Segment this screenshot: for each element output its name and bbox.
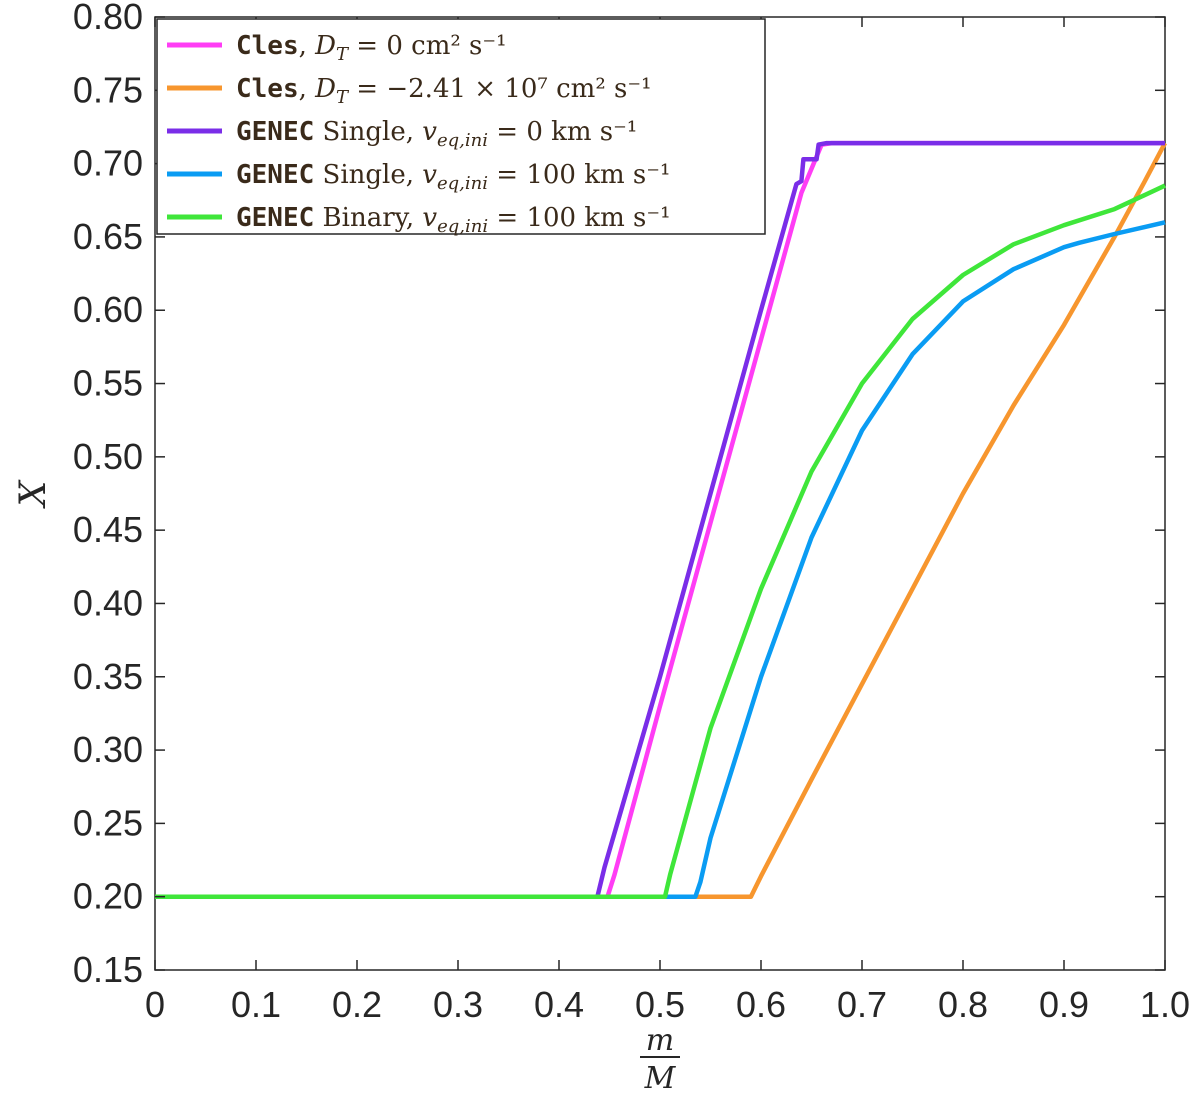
legend-entry-2: Cles, DT = −2.41 × 10⁷ cm² s⁻¹ [167, 74, 652, 108]
legend-label-sub: eq,ini [437, 216, 488, 237]
y-tick-label: 0.35 [73, 656, 143, 697]
legend-label-rest: = 0 km s⁻¹ [488, 117, 637, 147]
legend-label-rest: = 0 cm² s⁻¹ [348, 31, 507, 61]
y-axis-label: X [13, 479, 54, 509]
legend-label: GENEC Single, veq,ini = 0 km s⁻¹ [236, 117, 637, 151]
legend-label-prog: GENEC [236, 160, 314, 190]
x-tick-label: 0.7 [837, 984, 887, 1025]
x-tick-label: 0.2 [332, 984, 382, 1025]
legend-label-rest: = 100 km s⁻¹ [488, 160, 670, 190]
y-tick-label: 0.50 [73, 436, 143, 477]
x-axis-label-numerator: m [646, 1023, 674, 1058]
legend-label-sep: Single, [314, 117, 422, 147]
x-tick-label: 0.8 [938, 984, 988, 1025]
x-tick-label: 1.0 [1140, 984, 1190, 1025]
x-tick-label: 0.6 [736, 984, 786, 1025]
legend-entry-3: GENEC Single, veq,ini = 0 km s⁻¹ [167, 117, 637, 151]
legend-label-rest: = 100 km s⁻¹ [488, 203, 670, 233]
legend-label: Cles, DT = −2.41 × 10⁷ cm² s⁻¹ [236, 74, 652, 108]
x-tick-label: 0.5 [635, 984, 685, 1025]
legend-label-label: v [422, 203, 437, 233]
legend-label-sub: T [336, 87, 350, 108]
x-tick-label: 0.3 [433, 984, 483, 1025]
legend-label-prog: GENEC [236, 117, 314, 147]
y-tick-label: 0.20 [73, 876, 143, 917]
legend-entry-1: Cles, DT = 0 cm² s⁻¹ [167, 31, 507, 65]
legend-entry-5: GENEC Binary, veq,ini = 100 km s⁻¹ [167, 203, 671, 237]
y-tick-label: 0.60 [73, 289, 143, 330]
y-tick-label: 0.25 [73, 802, 143, 843]
legend-label-sep: Binary, [314, 203, 422, 233]
y-tick-label: 0.70 [73, 143, 143, 184]
legend-label-sep: , [299, 31, 316, 61]
series-line-5 [155, 183, 1166, 899]
x-axis-label-denominator: M [644, 1061, 677, 1095]
legend-box [156, 18, 766, 235]
legend-label: GENEC Single, veq,ini = 100 km s⁻¹ [236, 160, 670, 194]
legend-label-label: v [422, 117, 437, 147]
y-tick-label: 0.80 [73, 0, 143, 37]
x-tick-label: 0.1 [231, 984, 281, 1025]
series-line-3 [155, 140, 1165, 899]
legend-label-label: D [314, 31, 336, 61]
y-tick-label: 0.75 [73, 69, 143, 110]
x-tick-label: 0.9 [1039, 984, 1089, 1025]
legend-label-sub: T [336, 44, 350, 65]
legend-label-prog: Cles [236, 74, 299, 104]
y-tick-label: 0.15 [73, 949, 143, 990]
legend-label-sub: eq,ini [437, 130, 488, 151]
y-tick-label: 0.30 [73, 729, 143, 770]
y-tick-label: 0.65 [73, 216, 143, 257]
legend-label: Cles, DT = 0 cm² s⁻¹ [236, 31, 507, 65]
legend-label-rest: = −2.41 × 10⁷ cm² s⁻¹ [348, 74, 651, 104]
legend-label-prog: GENEC [236, 203, 314, 233]
y-tick-label: 0.55 [73, 363, 143, 404]
x-tick-label: 0.4 [534, 984, 584, 1025]
legend-label: GENEC Binary, veq,ini = 100 km s⁻¹ [236, 203, 671, 237]
legend-entry-4: GENEC Single, veq,ini = 100 km s⁻¹ [167, 160, 670, 194]
axis-ticks: 0 0.1 0.2 0.3 0.4 0.5 0.6 0.7 0.8 0.9 1.0 0.15 0.20 0… [73, 0, 1190, 1025]
legend-label-label: v [422, 160, 437, 190]
legend-label-label: D [314, 74, 336, 104]
legend-label-sep: , [299, 74, 316, 104]
legend-label-prog: Cles [236, 31, 299, 61]
legend-label-sep: Single, [314, 160, 422, 190]
series-line-2 [155, 142, 1167, 899]
y-tick-label: 0.45 [73, 509, 143, 550]
x-axis-label: m M [640, 1023, 680, 1095]
series-layer [155, 140, 1167, 899]
legend-label-sub: eq,ini [437, 173, 488, 194]
y-tick-label: 0.40 [73, 582, 143, 623]
x-tick-label: 0 [145, 984, 165, 1025]
series-line-4 [155, 220, 1166, 899]
